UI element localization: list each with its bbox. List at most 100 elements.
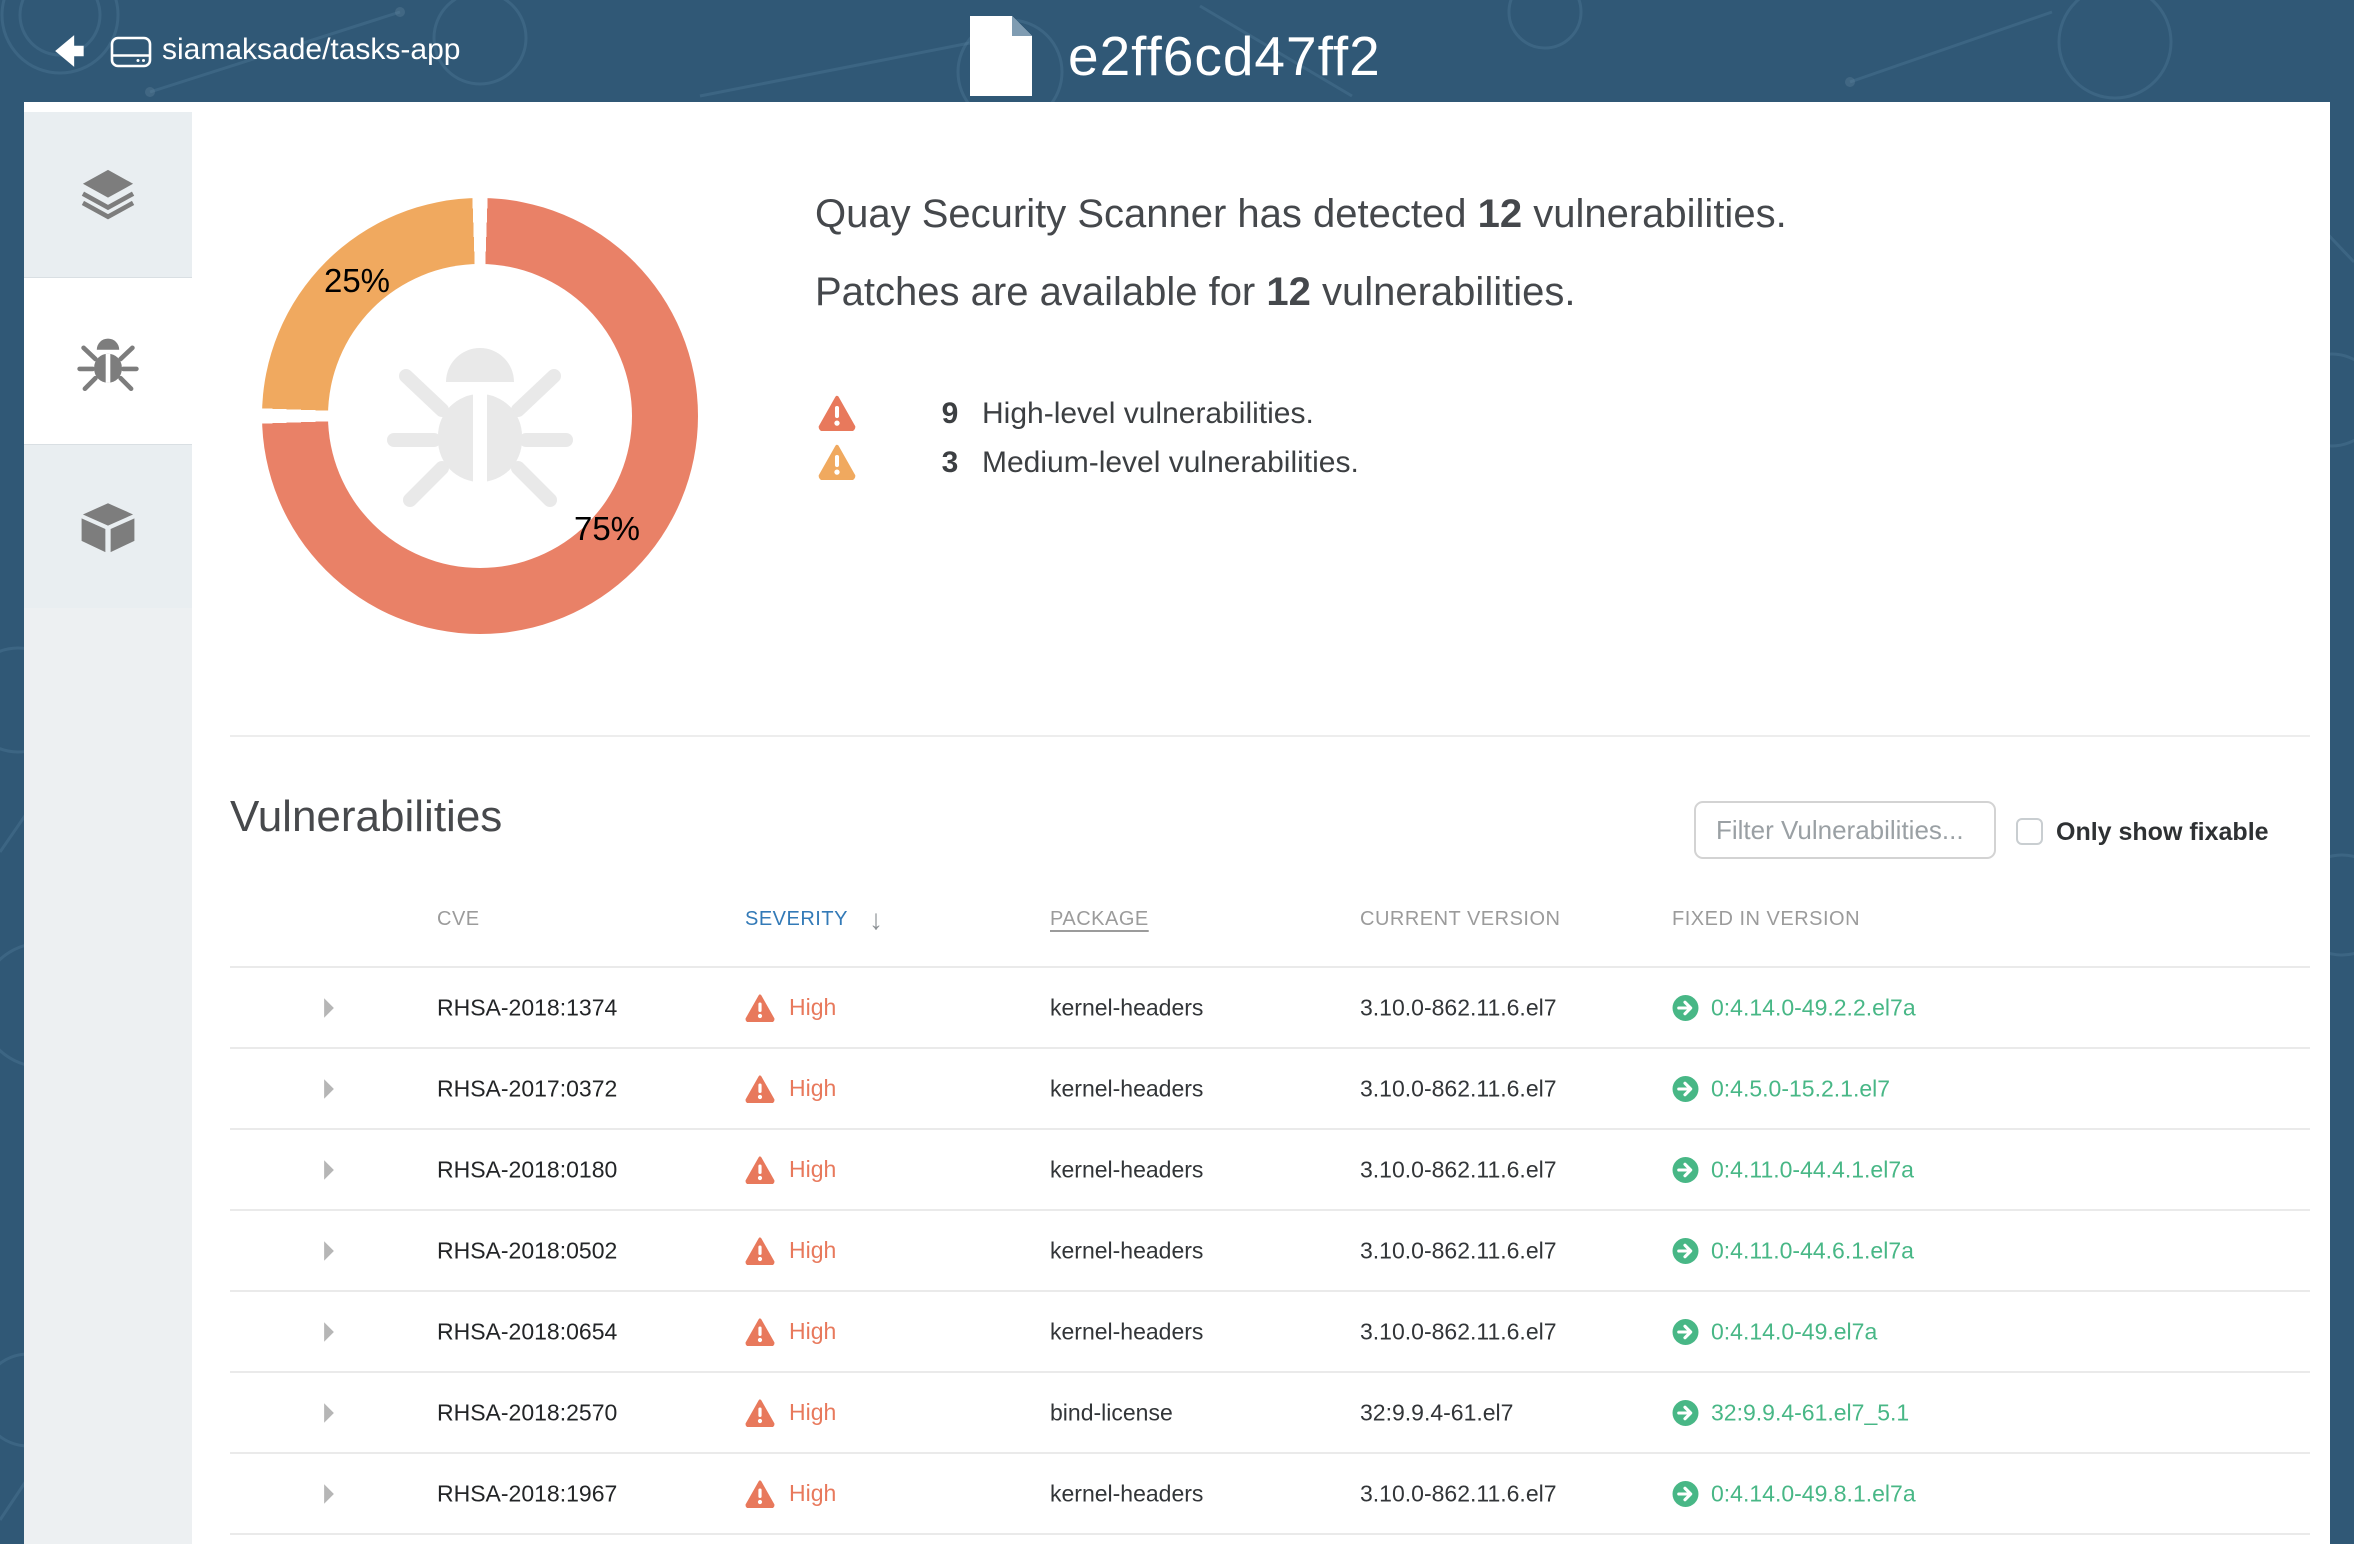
only-show-fixable-checkbox[interactable] xyxy=(2016,818,2043,845)
package-cell: kernel-headers xyxy=(1050,1237,1204,1263)
fixed-version-label: 0:4.14.0-49.2.2.el7a xyxy=(1711,994,1916,1020)
expand-caret-icon[interactable] xyxy=(322,1483,336,1505)
cve-cell: RHSA-2018:0502 xyxy=(437,1237,618,1263)
table-row[interactable]: RHSA-2017:0372 High kernel-headers 3.10.… xyxy=(230,1049,2310,1130)
expand-caret-icon[interactable] xyxy=(322,997,336,1019)
fixed-version-cell[interactable]: 0:4.11.0-44.6.1.el7a xyxy=(1672,1237,1914,1264)
sort-descending-icon[interactable]: ↓ xyxy=(869,904,883,935)
column-header-package[interactable]: PACKAGE xyxy=(1050,908,1149,930)
severity-label: High xyxy=(789,1075,837,1101)
fixed-version-label: 0:4.11.0-44.4.1.el7a xyxy=(1711,1156,1914,1182)
severity-label: High xyxy=(789,1399,837,1425)
current-version-cell: 3.10.0-862.11.6.el7 xyxy=(1360,1075,1557,1101)
package-cell: kernel-headers xyxy=(1050,1156,1204,1182)
arrow-circle-right-icon xyxy=(1672,994,1699,1021)
fixed-version-label: 32:9.9.4-61.el7_5.1 xyxy=(1711,1399,1910,1425)
breadcrumb-repo-name[interactable]: siamaksade/tasks-app xyxy=(162,33,461,66)
severity-cell: High xyxy=(745,1156,836,1184)
arrow-circle-right-icon xyxy=(1672,1480,1699,1507)
column-header-severity[interactable]: SEVERITY xyxy=(745,908,848,930)
medium-count: 3 xyxy=(941,446,959,479)
table-row[interactable]: RHSA-2018:0502 High kernel-headers 3.10.… xyxy=(230,1211,2310,1292)
vulnerability-donut-chart: 25% 75% xyxy=(262,198,698,634)
severity-cell: High xyxy=(745,1237,836,1265)
severity-cell: High xyxy=(745,1318,836,1346)
severity-cell: High xyxy=(745,1480,836,1508)
severity-triangle-icon xyxy=(745,994,775,1022)
donut-label-medium-pct: 25% xyxy=(323,262,391,299)
fixed-version-cell[interactable]: 0:4.14.0-49.2.2.el7a xyxy=(1672,994,1916,1021)
high-label: High-level vulnerabilities. xyxy=(982,397,1314,430)
column-header-fixed-in-version[interactable]: FIXED IN VERSION xyxy=(1672,908,1861,930)
cve-cell: RHSA-2017:0372 xyxy=(437,1075,618,1101)
expand-caret-icon[interactable] xyxy=(322,1159,336,1181)
high-count: 9 xyxy=(941,397,959,430)
severity-label: High xyxy=(789,1156,837,1182)
warning-triangle-medium-icon xyxy=(818,444,856,480)
severity-label: High xyxy=(789,994,837,1020)
arrow-circle-right-icon xyxy=(1672,1075,1699,1102)
package-cell: kernel-headers xyxy=(1050,1075,1204,1101)
main-content-panel: 25% 75% Quay Security Scanner has detect… xyxy=(192,102,2330,1544)
cve-cell: RHSA-2018:2570 xyxy=(437,1399,618,1425)
table-row[interactable]: RHSA-2018:1967 High kernel-headers 3.10.… xyxy=(230,1454,2310,1535)
fixed-version-label: 0:4.11.0-44.6.1.el7a xyxy=(1711,1237,1914,1263)
only-show-fixable-label[interactable]: Only show fixable xyxy=(2056,818,2269,846)
severity-label: High xyxy=(789,1480,837,1506)
layers-icon xyxy=(81,169,135,219)
table-row[interactable]: RHSA-2018:2570 High bind-license 32:9.9.… xyxy=(230,1373,2310,1454)
fixed-version-cell[interactable]: 0:4.14.0-49.8.1.el7a xyxy=(1672,1480,1916,1507)
warning-triangle-high-icon xyxy=(818,395,856,431)
severity-label: High xyxy=(789,1318,837,1344)
cve-cell: RHSA-2018:0180 xyxy=(437,1156,618,1182)
severity-triangle-icon xyxy=(745,1237,775,1265)
arrow-circle-right-icon xyxy=(1672,1237,1699,1264)
package-cell: bind-license xyxy=(1050,1399,1173,1425)
tab-image-layers[interactable] xyxy=(24,112,192,278)
bug-icon xyxy=(77,338,139,392)
fixed-version-cell[interactable]: 0:4.11.0-44.4.1.el7a xyxy=(1672,1156,1914,1183)
fixed-version-cell[interactable]: 32:9.9.4-61.el7_5.1 xyxy=(1672,1399,1909,1426)
table-row[interactable]: RHSA-2018:0180 High kernel-headers 3.10.… xyxy=(230,1130,2310,1211)
bug-watermark-icon xyxy=(387,348,573,507)
tab-packages[interactable] xyxy=(24,444,192,610)
filter-vulnerabilities-input[interactable] xyxy=(1694,801,1996,859)
expand-caret-icon[interactable] xyxy=(322,1240,336,1262)
tab-rail-filler xyxy=(24,608,192,1544)
arrow-circle-right-icon xyxy=(1672,1156,1699,1183)
image-title-group: e2ff6cd47ff2 xyxy=(970,10,1381,102)
table-row[interactable]: RHSA-2018:1374 High kernel-headers 3.10.… xyxy=(230,968,2310,1049)
current-version-cell: 3.10.0-862.11.6.el7 xyxy=(1360,1318,1557,1344)
arrow-circle-right-icon xyxy=(1672,1399,1699,1426)
package-box-icon xyxy=(81,503,135,553)
current-version-cell: 3.10.0-862.11.6.el7 xyxy=(1360,1156,1557,1182)
tab-security-scan[interactable] xyxy=(24,278,192,444)
fixed-version-label: 0:4.14.0-49.8.1.el7a xyxy=(1711,1480,1916,1506)
current-version-cell: 32:9.9.4-61.el7 xyxy=(1360,1399,1514,1425)
package-cell: kernel-headers xyxy=(1050,1318,1204,1344)
fixed-version-cell[interactable]: 0:4.5.0-15.2.1.el7 xyxy=(1672,1075,1890,1102)
page-title-image-id: e2ff6cd47ff2 xyxy=(1068,25,1381,87)
medium-label: Medium-level vulnerabilities. xyxy=(982,446,1359,479)
section-divider xyxy=(230,735,2310,737)
column-header-current-version[interactable]: CURRENT VERSION xyxy=(1360,908,1561,930)
fixed-version-cell[interactable]: 0:4.14.0-49.el7a xyxy=(1672,1318,1877,1345)
expand-caret-icon[interactable] xyxy=(322,1321,336,1343)
package-cell: kernel-headers xyxy=(1050,1480,1204,1506)
expand-caret-icon[interactable] xyxy=(322,1078,336,1100)
column-header-cve[interactable]: CVE xyxy=(437,908,480,930)
cve-cell: RHSA-2018:1967 xyxy=(437,1480,618,1506)
donut-center xyxy=(328,264,632,568)
severity-triangle-icon xyxy=(745,1480,775,1508)
back-arrow-icon[interactable] xyxy=(52,32,90,70)
package-cell: kernel-headers xyxy=(1050,994,1204,1020)
cve-cell: RHSA-2018:0654 xyxy=(437,1318,618,1344)
fixed-version-label: 0:4.5.0-15.2.1.el7 xyxy=(1711,1075,1891,1101)
manifest-file-icon xyxy=(970,16,1032,96)
severity-cell: High xyxy=(745,1075,836,1103)
expand-caret-icon[interactable] xyxy=(322,1402,336,1424)
left-tab-rail xyxy=(24,102,192,1544)
severity-cell: High xyxy=(745,1399,836,1427)
severity-cell: High xyxy=(745,994,836,1022)
table-row[interactable]: RHSA-2018:0654 High kernel-headers 3.10.… xyxy=(230,1292,2310,1373)
